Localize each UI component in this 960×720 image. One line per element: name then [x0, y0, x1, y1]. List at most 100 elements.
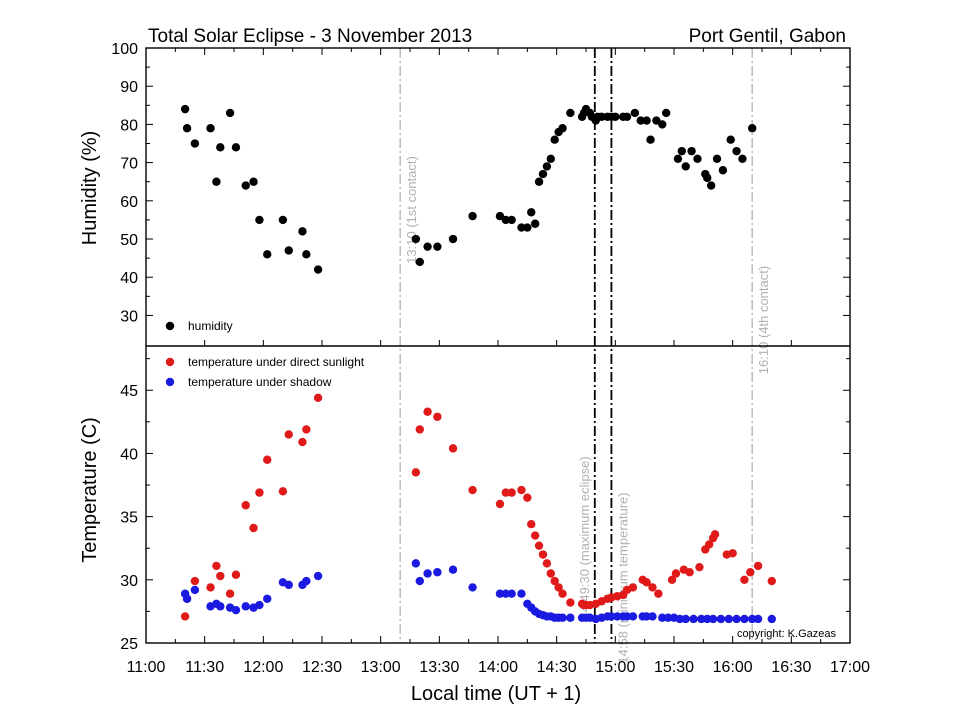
data-point	[550, 135, 559, 144]
data-point	[517, 589, 526, 598]
x-tick-label: 12:00	[243, 659, 283, 676]
data-point	[302, 576, 311, 586]
data-point	[231, 143, 241, 152]
data-point	[298, 437, 307, 447]
data-point	[523, 493, 532, 502]
data-point	[671, 569, 681, 578]
data-point	[249, 523, 258, 533]
y-tick-label: 100	[111, 41, 138, 58]
data-point	[182, 124, 192, 133]
data-point	[597, 112, 606, 121]
data-point	[255, 600, 264, 610]
data-point	[284, 246, 293, 255]
chart-title: Total Solar Eclipse - 3 November 2013	[148, 26, 472, 47]
y-tick-label: 30	[120, 573, 138, 590]
x-tick-label: 15:30	[654, 659, 694, 676]
data-point	[740, 614, 749, 624]
data-point	[566, 598, 575, 607]
data-point	[212, 177, 221, 186]
legend-label: humidity	[188, 319, 233, 333]
y-axis-title-temperature: Temperature (C)	[79, 417, 101, 563]
data-point	[697, 614, 706, 624]
data-point	[313, 265, 323, 274]
data-point	[677, 146, 687, 156]
data-point	[495, 589, 505, 598]
data-point	[622, 612, 632, 621]
x-tick-label: 16:30	[771, 659, 811, 676]
data-point	[298, 227, 307, 236]
annotation-label: 16:10 (4th contact)	[756, 266, 771, 374]
data-point	[712, 154, 722, 163]
data-point	[255, 215, 264, 225]
data-point	[642, 612, 651, 621]
data-point	[636, 116, 645, 125]
data-point	[611, 112, 620, 121]
y-tick-label: 80	[120, 117, 138, 134]
data-point	[673, 154, 683, 163]
data-point	[728, 549, 737, 558]
data-point	[630, 108, 640, 118]
x-tick-label: 11:00	[127, 659, 166, 676]
annotation-label: 14:58 (minimum temperature)	[615, 492, 630, 663]
data-point	[216, 143, 225, 152]
chart-location: Port Gentil, Gabon	[689, 26, 846, 47]
data-point	[663, 613, 673, 622]
data-point	[738, 154, 747, 163]
data-point	[646, 135, 655, 144]
data-point	[708, 614, 718, 624]
data-point	[190, 576, 200, 586]
y-tick-label: 35	[120, 510, 138, 527]
x-axis: 11:00 11:30 12:00 12:30 13:00 13:30 14:00 14:30…	[127, 48, 870, 676]
data-point	[501, 215, 511, 225]
x-axis-title: Local time (UT + 1)	[411, 683, 581, 705]
data-point	[263, 250, 272, 259]
data-point	[558, 124, 567, 133]
data-point	[661, 108, 671, 118]
data-point	[753, 561, 763, 571]
data-point	[448, 565, 458, 574]
data-point	[468, 211, 477, 221]
data-point	[263, 455, 272, 464]
data-point	[527, 208, 536, 217]
data-point	[675, 614, 685, 624]
data-point	[255, 488, 264, 497]
data-point	[302, 425, 311, 434]
x-tick-label: 13:30	[419, 659, 459, 676]
data-point	[448, 444, 458, 453]
data-point	[748, 614, 757, 624]
data-point	[423, 407, 432, 416]
data-point	[716, 614, 726, 624]
y-tick-label: 90	[120, 79, 138, 96]
data-point	[302, 250, 311, 259]
data-point	[546, 569, 555, 578]
data-point	[538, 169, 548, 179]
data-point	[507, 488, 516, 497]
data-point	[284, 430, 293, 439]
data-point	[667, 575, 677, 585]
y-axis-title-humidity: Humidity (%)	[79, 131, 101, 245]
y-tick-label: 50	[120, 232, 138, 249]
data-point	[411, 234, 421, 244]
data-point	[726, 135, 735, 144]
copyright-note: copyright: K.Gazeas	[737, 628, 837, 640]
legend-marker	[165, 321, 175, 331]
data-point	[415, 257, 424, 267]
legend-label: temperature under direct sunlight	[188, 355, 365, 369]
data-point	[648, 612, 657, 621]
data-point	[685, 568, 694, 577]
data-point	[241, 501, 250, 510]
data-point	[689, 614, 698, 624]
data-point	[501, 589, 511, 598]
data-point	[190, 585, 200, 595]
data-point	[180, 612, 190, 621]
data-point	[495, 499, 505, 509]
data-point	[732, 614, 741, 624]
data-point	[746, 568, 755, 577]
data-point	[748, 124, 757, 133]
data-point	[241, 181, 250, 190]
legend-marker	[165, 357, 175, 367]
data-point	[231, 570, 241, 579]
data-point	[710, 530, 720, 539]
data-point	[558, 613, 567, 622]
data-point	[411, 468, 421, 477]
